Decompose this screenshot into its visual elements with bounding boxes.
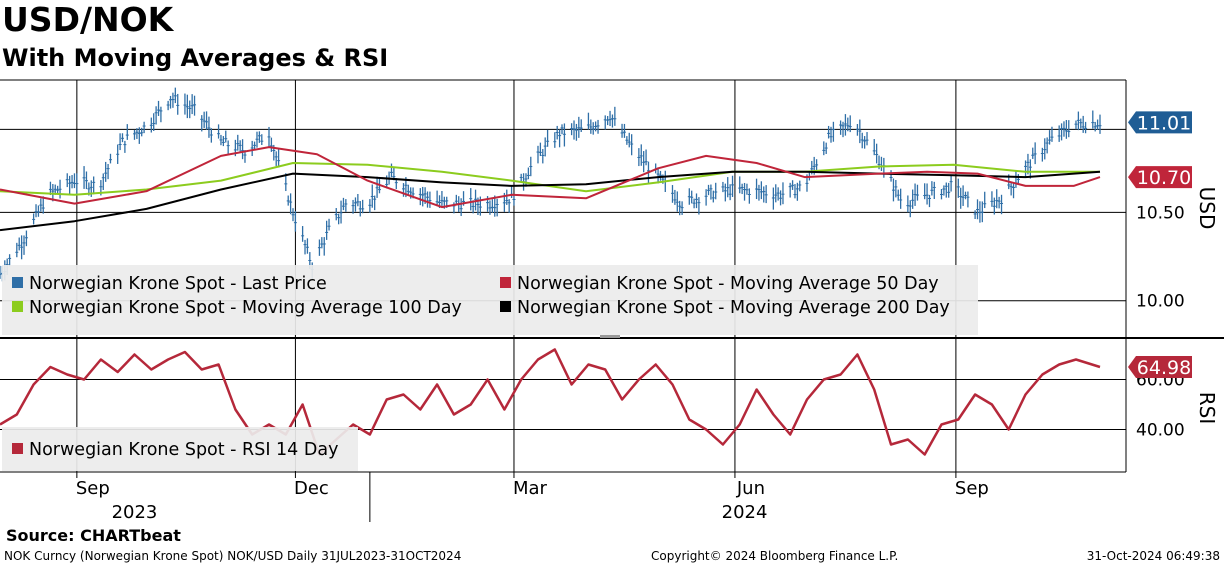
- price-tick-label: 10.00: [1136, 292, 1185, 312]
- last-price-badge-text: 11.01: [1137, 112, 1191, 134]
- price-panel: [0, 87, 1102, 282]
- rsi-tick-label: 40.00: [1136, 421, 1185, 441]
- footer-timestamp: 31-Oct-2024 06:49:38: [1086, 549, 1220, 563]
- footer-copyright: Copyright© 2024 Bloomberg Finance L.P.: [651, 549, 899, 563]
- rsi-badge-text: 64.98: [1137, 357, 1191, 379]
- rsi-legend-box: [2, 427, 358, 471]
- source-note: Source: CHARTbeat: [6, 526, 181, 545]
- last-price-badge: [1128, 111, 1192, 134]
- year-label: 2023: [112, 502, 158, 523]
- ma200-line: [0, 170, 1101, 232]
- month-label: Dec: [294, 478, 329, 499]
- legend-swatch: [500, 301, 511, 312]
- legend-swatch: [12, 301, 23, 312]
- rsi-line: [0, 348, 1101, 456]
- price-axis-label: USD: [1195, 187, 1219, 230]
- legend-swatch: [500, 277, 511, 288]
- splitter-handle: [600, 335, 620, 338]
- legend-swatch: [12, 277, 23, 288]
- legend-label: Norwegian Krone Spot - Moving Average 20…: [517, 298, 950, 318]
- price-tick-label: 10.50: [1136, 203, 1185, 223]
- rsi-panel: [0, 348, 1101, 456]
- ma100-line: [0, 162, 1100, 196]
- ma50-badge: [1128, 166, 1192, 189]
- ma50-line: [0, 146, 1101, 209]
- chart-subtitle: With Moving Averages & RSI: [2, 44, 389, 72]
- legend-label: Norwegian Krone Spot - Moving Average 50…: [517, 274, 939, 294]
- chart-title: USD/NOK: [2, 0, 174, 39]
- footer-ticker: NOK Curncy (Norwegian Krone Spot) NOK/US…: [4, 549, 462, 563]
- legend-label: Norwegian Krone Spot - RSI 14 Day: [29, 440, 338, 460]
- legend-label: Norwegian Krone Spot - Moving Average 10…: [29, 298, 462, 318]
- price-legend-box: [2, 265, 978, 335]
- month-label: Jun: [736, 478, 765, 499]
- rsi-badge: [1128, 356, 1192, 379]
- legend: Norwegian Krone Spot - Last Price Norwegi…: [2, 265, 978, 471]
- legend-swatch: [12, 443, 23, 454]
- year-label: 2024: [722, 502, 768, 523]
- value-badges: 11.01 10.70 64.98: [1128, 111, 1192, 379]
- legend-label: Norwegian Krone Spot - Last Price: [29, 274, 327, 294]
- ma50-badge-text: 10.70: [1137, 167, 1191, 189]
- month-label: Sep: [955, 478, 989, 499]
- panel-frame: [0, 79, 1224, 522]
- rsi-axis-label: RSI: [1195, 392, 1219, 425]
- month-label: Sep: [76, 478, 110, 499]
- month-label: Mar: [513, 478, 548, 499]
